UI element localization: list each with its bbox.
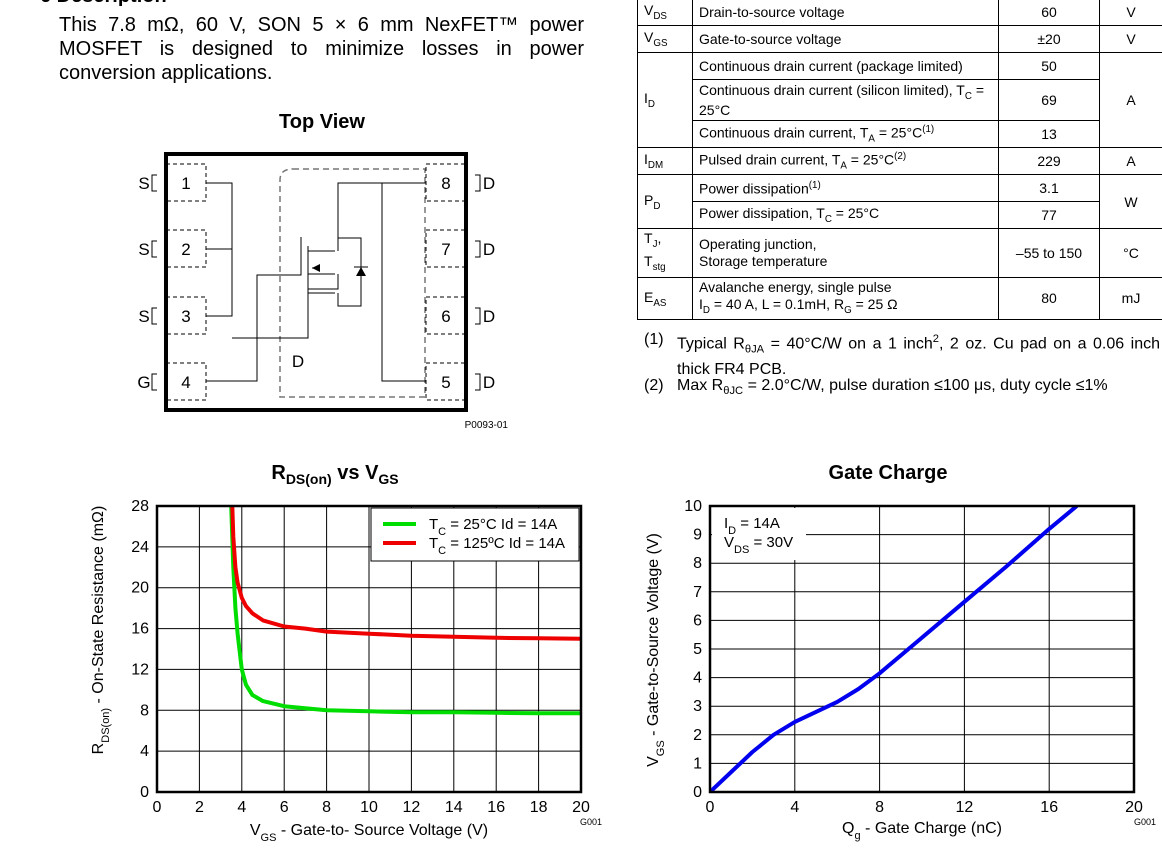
y-axis-label: RDS(on) - On-State Resistance (mΩ)	[90, 506, 112, 755]
y-axis-label: VGS - Gate-to-Source Voltage (V)	[645, 533, 667, 767]
y-tick-label: 8	[140, 702, 149, 719]
right-pin-number: 6	[441, 307, 450, 326]
right-pin-label: D	[483, 373, 495, 392]
left-pin-number: 4	[181, 373, 190, 392]
left-pin-label: S	[138, 174, 149, 193]
absolute-max-ratings-table: VDS Drain-to-source voltage 60 V VGS Gat…	[637, 0, 1162, 321]
y-tick-label: 3	[693, 698, 702, 715]
left-pin-number: 1	[181, 174, 190, 193]
y-tick-label: 20	[131, 580, 149, 597]
top-view-title: Top View	[279, 111, 365, 133]
diagram-code: P0093-01	[465, 420, 509, 431]
x-tick-label: 0	[706, 799, 715, 816]
series-line	[710, 506, 1079, 792]
y-tick-label: 5	[693, 641, 702, 658]
annotation-box	[712, 508, 806, 560]
x-tick-label: 10	[360, 799, 378, 816]
annotation-label: VDS = 30V	[724, 534, 793, 556]
chart1-title: RDS(on) vs VGS	[271, 462, 399, 487]
y-tick-label: 6	[693, 612, 702, 629]
table-row: PD Power dissipation(1) 3.1 W	[637, 174, 1162, 229]
x-tick-label: 14	[445, 799, 463, 816]
x-tick-label: 8	[322, 799, 331, 816]
right-pin-number: 8	[441, 174, 450, 193]
right-pin-label: D	[483, 307, 495, 326]
y-tick-label: 7	[693, 584, 702, 601]
x-tick-label: 6	[280, 799, 289, 816]
x-tick-label: 20	[1125, 799, 1143, 816]
x-tick-label: 12	[403, 799, 421, 816]
section-heading: 6 Description	[40, 0, 167, 8]
legend-label: TC = 25°C Id = 14A	[429, 516, 557, 538]
table-row: VDS Drain-to-source voltage 60 V	[637, 0, 1162, 26]
x-tick-label: 0	[153, 799, 162, 816]
y-tick-label: 1	[693, 755, 702, 772]
y-tick-label: 24	[131, 539, 149, 556]
table-row: Power dissipation, TC = 25°C 77	[638, 201, 1162, 229]
pad-label: D	[292, 352, 304, 371]
table-row: Continuous drain current, TA = 25°C(1) 1…	[638, 120, 1162, 148]
y-tick-label: 0	[693, 784, 702, 801]
x-tick-label: 12	[956, 799, 974, 816]
x-tick-label: 18	[530, 799, 548, 816]
x-tick-label: 20	[572, 799, 590, 816]
right-pin-label: D	[483, 240, 495, 259]
y-tick-label: 0	[140, 784, 149, 801]
table-row: EAS Avalanche energy, single pulse ID = 4…	[637, 276, 1162, 321]
left-pin-label: S	[138, 307, 149, 326]
y-tick-label: 9	[693, 527, 702, 544]
table-row: TJ, Tstg Operating junction, Storage tempe…	[637, 228, 1162, 278]
right-pin-number: 7	[441, 240, 450, 259]
footnote-1: (1) Typical RθJA = 40°C/W on a 1 inch2, …	[644, 331, 1160, 378]
left-pin-label: G	[137, 373, 150, 392]
table-row: Continuous drain current (silicon limite…	[638, 79, 1162, 121]
left-pin-number: 3	[181, 307, 190, 326]
x-tick-label: 2	[195, 799, 204, 816]
y-tick-label: 4	[140, 743, 149, 760]
y-tick-label: 10	[684, 498, 702, 515]
series-line	[230, 506, 581, 641]
plot-frame	[155, 504, 583, 794]
y-tick-label: 28	[131, 498, 149, 515]
left-pin-label: S	[138, 240, 149, 259]
footnote-2: (2) Max RθJC = 2.0°C/W, pulse duration ≤…	[644, 377, 1108, 398]
table-row: VGS Gate-to-source voltage ±20 V	[637, 25, 1162, 53]
series-line	[229, 506, 581, 716]
x-tick-label: 4	[237, 799, 246, 816]
y-tick-label: 8	[693, 555, 702, 572]
table-row: ID Continuous drain current (package lim…	[637, 52, 1162, 148]
x-tick-label: 4	[790, 799, 799, 816]
description-text: This 7.8 mΩ, 60 V, SON 5 × 6 mm NexFET™ …	[59, 14, 584, 84]
y-tick-label: 4	[693, 670, 702, 687]
x-tick-label: 16	[487, 799, 505, 816]
y-tick-label: 16	[131, 621, 149, 638]
legend-box	[370, 507, 580, 562]
chart-code: G001	[580, 817, 602, 827]
right-pin-label: D	[483, 174, 495, 193]
x-axis-label: VGS - Gate-to- Source Voltage (V)	[250, 822, 488, 844]
x-tick-label: 16	[1040, 799, 1058, 816]
x-axis-label: Qg - Gate Charge (nC)	[842, 820, 1002, 842]
chart2-title: Gate Charge	[828, 462, 948, 484]
right-pin-number: 5	[441, 373, 450, 392]
y-tick-label: 12	[131, 661, 149, 678]
x-tick-label: 8	[875, 799, 884, 816]
left-pin-number: 2	[181, 240, 190, 259]
plot-frame	[708, 504, 1136, 794]
chart-code: G001	[1134, 817, 1156, 827]
annotation-label: ID = 14A	[724, 515, 780, 537]
package-top-view-diagram: 1 2 3 4 8 7 6 5 S S S G D D D D D P0093-…	[137, 152, 509, 431]
table-row: IDM Pulsed drain current, TA = 25°C(2) 2…	[637, 147, 1162, 175]
legend-label: TC = 125ºC Id = 14A	[429, 535, 565, 557]
y-tick-label: 2	[693, 727, 702, 744]
